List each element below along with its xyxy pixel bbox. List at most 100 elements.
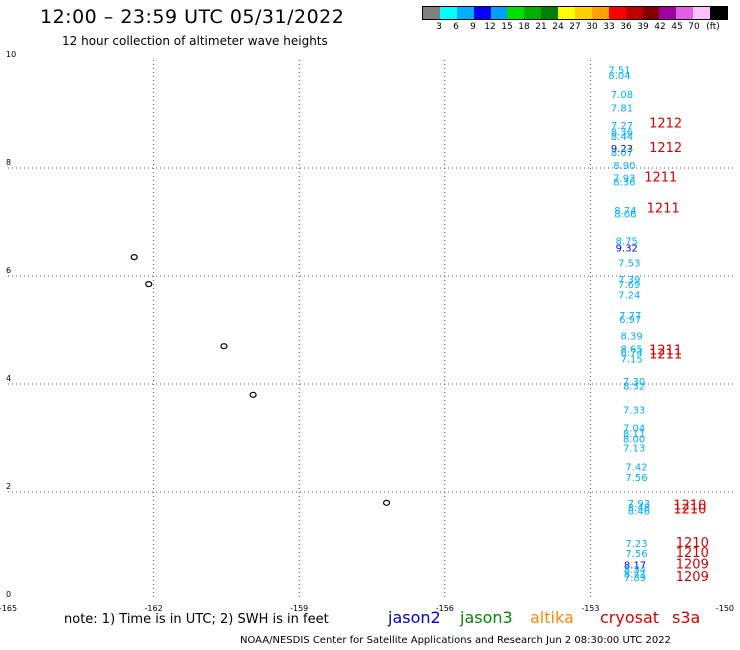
color-scale-label: (ft)	[706, 22, 720, 32]
color-swatch	[541, 7, 559, 19]
wave-height-point: 6.97	[619, 315, 641, 326]
wave-height-point: 8.07	[611, 148, 633, 159]
satellite-legend-item: altika	[530, 608, 574, 627]
page-title: 12:00 – 23:59 UTC 05/31/2022	[40, 6, 345, 28]
color-scale-label: 15	[501, 22, 513, 32]
color-scale-label: 21	[535, 22, 547, 32]
color-scale-label: 70	[688, 22, 700, 32]
wave-height-point: 7.93	[613, 174, 635, 185]
color-scale-label: 18	[518, 22, 530, 32]
wave-height-point: 8.44	[611, 132, 633, 143]
color-swatch	[558, 7, 576, 19]
wave-height-point: 8.71	[624, 569, 646, 580]
wave-height-point: 7.04	[623, 424, 645, 435]
pass-time-label: 1209	[676, 558, 709, 573]
x-tick-label: -156	[436, 604, 454, 613]
wave-height-point: 8.04	[608, 71, 630, 82]
island-outline	[382, 499, 391, 506]
color-swatch	[608, 7, 626, 19]
color-swatch	[473, 7, 491, 19]
color-swatch	[676, 7, 694, 19]
color-swatch	[642, 7, 660, 19]
color-swatch	[659, 7, 677, 19]
wave-height-point: 7.89	[624, 573, 646, 584]
wave-height-point: 8.90	[613, 161, 635, 172]
pass-time-label: 1210	[673, 503, 706, 518]
footer-note: note: 1) Time is in UTC; 2) SWH is in fe…	[64, 612, 329, 627]
island-outline	[130, 254, 138, 261]
y-tick-label: 2	[6, 482, 11, 491]
island-outline	[220, 343, 228, 350]
wave-height-point: 7.08	[611, 90, 633, 101]
color-scale-label: 36	[620, 22, 632, 32]
pass-time-label: 1211	[647, 201, 680, 216]
wave-height-point: 7.15	[621, 354, 643, 365]
x-tick-label: -153	[581, 604, 599, 613]
satellite-legend-item: s3a	[672, 608, 701, 627]
color-scale-label: 39	[637, 22, 649, 32]
wave-height-point: 7.56	[625, 549, 647, 560]
color-swatch	[693, 7, 711, 19]
color-scale-label: 27	[569, 22, 581, 32]
color-scale-labels: 3 6 9 12 15 18 21 24 27 30 33 36 39 42 45 70 (ft)	[422, 22, 728, 34]
wave-height-point: 8.17	[624, 561, 646, 572]
wave-height-point: 8.74	[614, 206, 636, 217]
wave-height-point: 8.06	[614, 210, 636, 221]
pass-time-label: 1211	[644, 171, 677, 186]
y-tick-label: 0	[6, 590, 11, 599]
color-swatch	[710, 7, 728, 19]
x-tick-label: -150	[716, 604, 734, 613]
color-swatch	[423, 7, 440, 19]
wave-height-point: 8.75	[616, 237, 638, 248]
color-swatch	[507, 7, 525, 19]
wave-height-point: 7.30	[623, 377, 645, 388]
pass-time-label: 1211	[649, 348, 682, 363]
wave-height-point: 7.51	[608, 66, 630, 77]
wave-height-point: 8.65	[621, 345, 643, 356]
color-swatch	[625, 7, 643, 19]
wave-height-point: 7.93	[628, 499, 650, 510]
wave-height-point: 7.69	[618, 280, 640, 291]
color-scale-label: 30	[586, 22, 598, 32]
wave-height-point: 8.32	[623, 381, 645, 392]
y-tick-label: 10	[6, 50, 16, 59]
y-tick-label: 4	[6, 374, 11, 383]
island-outline	[249, 391, 257, 398]
color-swatch	[591, 7, 609, 19]
wave-height-point: 8.46	[628, 507, 650, 518]
pass-time-label: 1211	[649, 343, 682, 358]
page-subtitle: 12 hour collection of altimeter wave hei…	[62, 34, 328, 48]
wave-height-point: 9.23	[611, 144, 633, 155]
wave-height-point: 7.39	[618, 275, 640, 286]
color-scale-label: 33	[603, 22, 615, 32]
color-scale-label: 6	[453, 22, 459, 32]
satellite-legend-item: jason3	[460, 608, 513, 627]
wave-height-point: 7.77	[619, 311, 641, 322]
wave-height-point: 7.27	[611, 121, 633, 132]
wave-height-point: 7.13	[623, 444, 645, 455]
wave-height-point: 8.48	[628, 503, 650, 514]
y-tick-label: 6	[6, 266, 11, 275]
color-scale-label: 3	[436, 22, 442, 32]
pass-time-label: 1212	[649, 141, 682, 156]
pass-time-label: 1210	[673, 498, 706, 513]
wave-height-point: 6.74	[621, 348, 643, 359]
pass-time-label: 1210	[676, 546, 709, 561]
wave-height-point: 7.81	[611, 103, 633, 114]
wave-height-point: 8.36	[611, 128, 633, 139]
wave-height-point: 8.11	[623, 429, 645, 440]
satellite-legend-item: cryosat	[600, 608, 660, 627]
wave-height-point: 7.42	[625, 462, 647, 473]
color-scale-label: 9	[470, 22, 476, 32]
pass-time-label: 1209	[676, 570, 709, 585]
pass-time-label: 1210	[676, 536, 709, 551]
x-tick-label: -159	[290, 604, 308, 613]
pass-time-label: 1212	[649, 117, 682, 132]
color-scale-label: 45	[671, 22, 683, 32]
satellite-legend-item: jason2	[388, 608, 441, 627]
color-swatch	[490, 7, 508, 19]
wave-height-point: 7.33	[623, 406, 645, 417]
wave-height-point: 7.53	[618, 258, 640, 269]
color-scale-label: 24	[552, 22, 564, 32]
